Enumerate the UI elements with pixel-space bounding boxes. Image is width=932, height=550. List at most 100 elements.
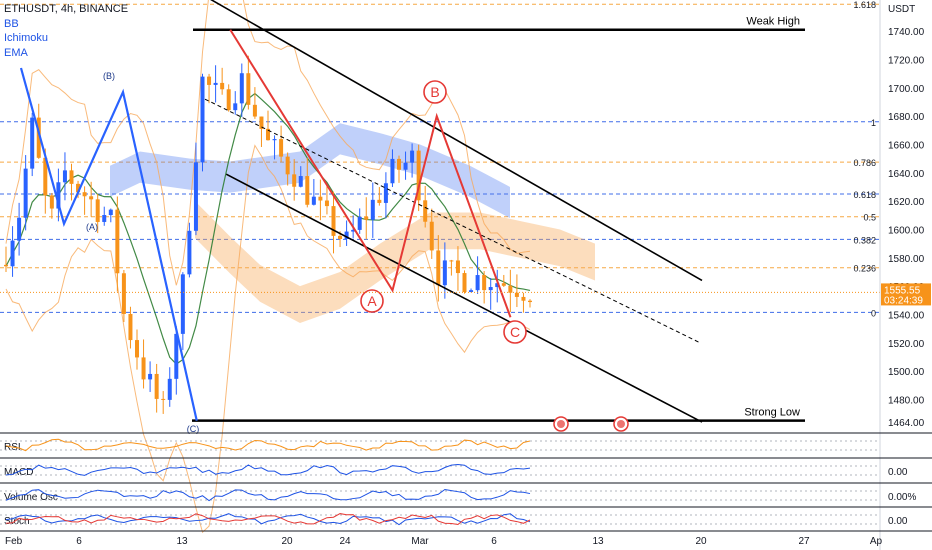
price-tick: 1740.00 [888, 27, 925, 38]
time-tick: 6 [76, 536, 82, 547]
candle-body [4, 264, 8, 267]
pane-title-2: Volume Osc [4, 492, 58, 503]
candle-body [436, 250, 441, 286]
candle-body [338, 235, 343, 239]
time-tick: Feb [5, 536, 23, 547]
candle-body [344, 231, 349, 239]
candle-body [95, 199, 100, 222]
bb-lower [5, 144, 531, 534]
wave-label-B-circle [423, 80, 447, 104]
price-tick: 1480.00 [888, 395, 925, 406]
candle-body [148, 373, 153, 380]
pane-series-1 [5, 463, 531, 476]
price-tick: 1500.00 [888, 367, 925, 378]
fib-label-0.5: 0.5 [863, 213, 876, 223]
candle-body [377, 199, 382, 203]
pane-title-1: MACD [4, 467, 33, 478]
candle-body [331, 206, 336, 236]
time-tick: Ap [870, 536, 883, 547]
fib-label-0: 0 [871, 308, 876, 318]
candle-body [442, 260, 447, 286]
indicator-bb[interactable]: BB [4, 17, 19, 30]
price-tick: 1720.00 [888, 55, 925, 66]
candle-body [207, 76, 212, 85]
price-tag-value: 1555.55 [884, 285, 921, 296]
candle-body [364, 216, 369, 220]
candle-body [193, 162, 198, 231]
price-axis: USDT 1740.00 1720.00 1700.00 1680.00 1660.00 1… [879, 0, 931, 550]
candle-body [429, 221, 434, 251]
wave-label-A: A [367, 293, 377, 309]
candle-body [89, 196, 94, 200]
time-tick: Mar [411, 536, 429, 547]
candle-body [187, 230, 192, 275]
channel-mid [204, 98, 701, 344]
candle-body [495, 283, 500, 288]
chart-legend: ETHUSDT, 4h, BINANCE BB Ichimoku EMA [4, 2, 128, 60]
wave-label-A-paren: (A) [86, 222, 98, 232]
wave-red [229, 29, 512, 318]
candle-body [318, 196, 323, 201]
candle-body [226, 89, 231, 111]
strong-low-label: Strong Low [744, 407, 800, 419]
fib-label-0.382: 0.382 [853, 235, 876, 245]
candle-body [10, 240, 15, 267]
candle-body [56, 182, 61, 209]
pane-series-2 [5, 488, 531, 502]
candle-body [285, 156, 290, 175]
candle-body [30, 117, 35, 169]
price-tick: 1540.00 [888, 310, 925, 321]
time-tick: 6 [491, 536, 497, 547]
weak-high-label: Weak High [746, 16, 800, 28]
price-tick: 1700.00 [888, 84, 925, 95]
candle-body [528, 300, 532, 303]
candle-body [298, 176, 303, 187]
wave-label-B-paren: (B) [103, 71, 115, 81]
candle-body [272, 139, 277, 141]
candle-body [357, 216, 362, 230]
indicator-ema[interactable]: EMA [4, 46, 28, 59]
price-tick: 1464.00 [888, 418, 925, 429]
candle-body [397, 158, 401, 170]
candle-body [167, 378, 172, 400]
wave-label-A-circle [360, 289, 384, 313]
pane-value-3: 0.00 [888, 516, 908, 527]
fib-label-0.618: 0.618 [853, 190, 876, 200]
candle-body [233, 103, 238, 111]
symbol-line[interactable]: ETHUSDT, 4h, BINANCE [4, 3, 129, 15]
wave-label-B: B [430, 84, 439, 100]
time-tick: 13 [592, 536, 604, 547]
candle-body [180, 274, 185, 334]
flag-icon [557, 420, 565, 428]
candle-body [475, 275, 480, 291]
candle-body [69, 170, 74, 184]
candle-body [351, 229, 356, 232]
drawings: Weak High Strong Low (A) (B) (C) A B C [0, 0, 880, 434]
candle-body [121, 273, 126, 314]
fib-label-0.786: 0.786 [853, 158, 876, 168]
candle-body [403, 162, 408, 170]
time-tick: 20 [695, 536, 707, 547]
time-tick: 20 [281, 536, 293, 547]
candle-body [213, 82, 218, 85]
candle-body [390, 158, 395, 184]
price-tick: 1640.00 [888, 169, 925, 180]
candle-body [455, 260, 460, 274]
pane-value-1: 0.00 [888, 467, 908, 478]
candle-body [514, 292, 519, 297]
price-tick: 1660.00 [888, 140, 925, 151]
candle-body [36, 117, 41, 158]
ema-line [5, 92, 531, 365]
candle-body [370, 199, 375, 220]
price-tick: 1520.00 [888, 339, 925, 350]
fib-label-1: 1 [871, 118, 876, 128]
candle-body [259, 116, 264, 129]
candle-body [49, 195, 54, 209]
time-tick: 24 [339, 536, 351, 547]
indicator-ichimoku[interactable]: Ichimoku [4, 32, 49, 44]
candle-body [200, 76, 205, 163]
candle-body [416, 150, 421, 201]
candle-body [115, 209, 120, 274]
